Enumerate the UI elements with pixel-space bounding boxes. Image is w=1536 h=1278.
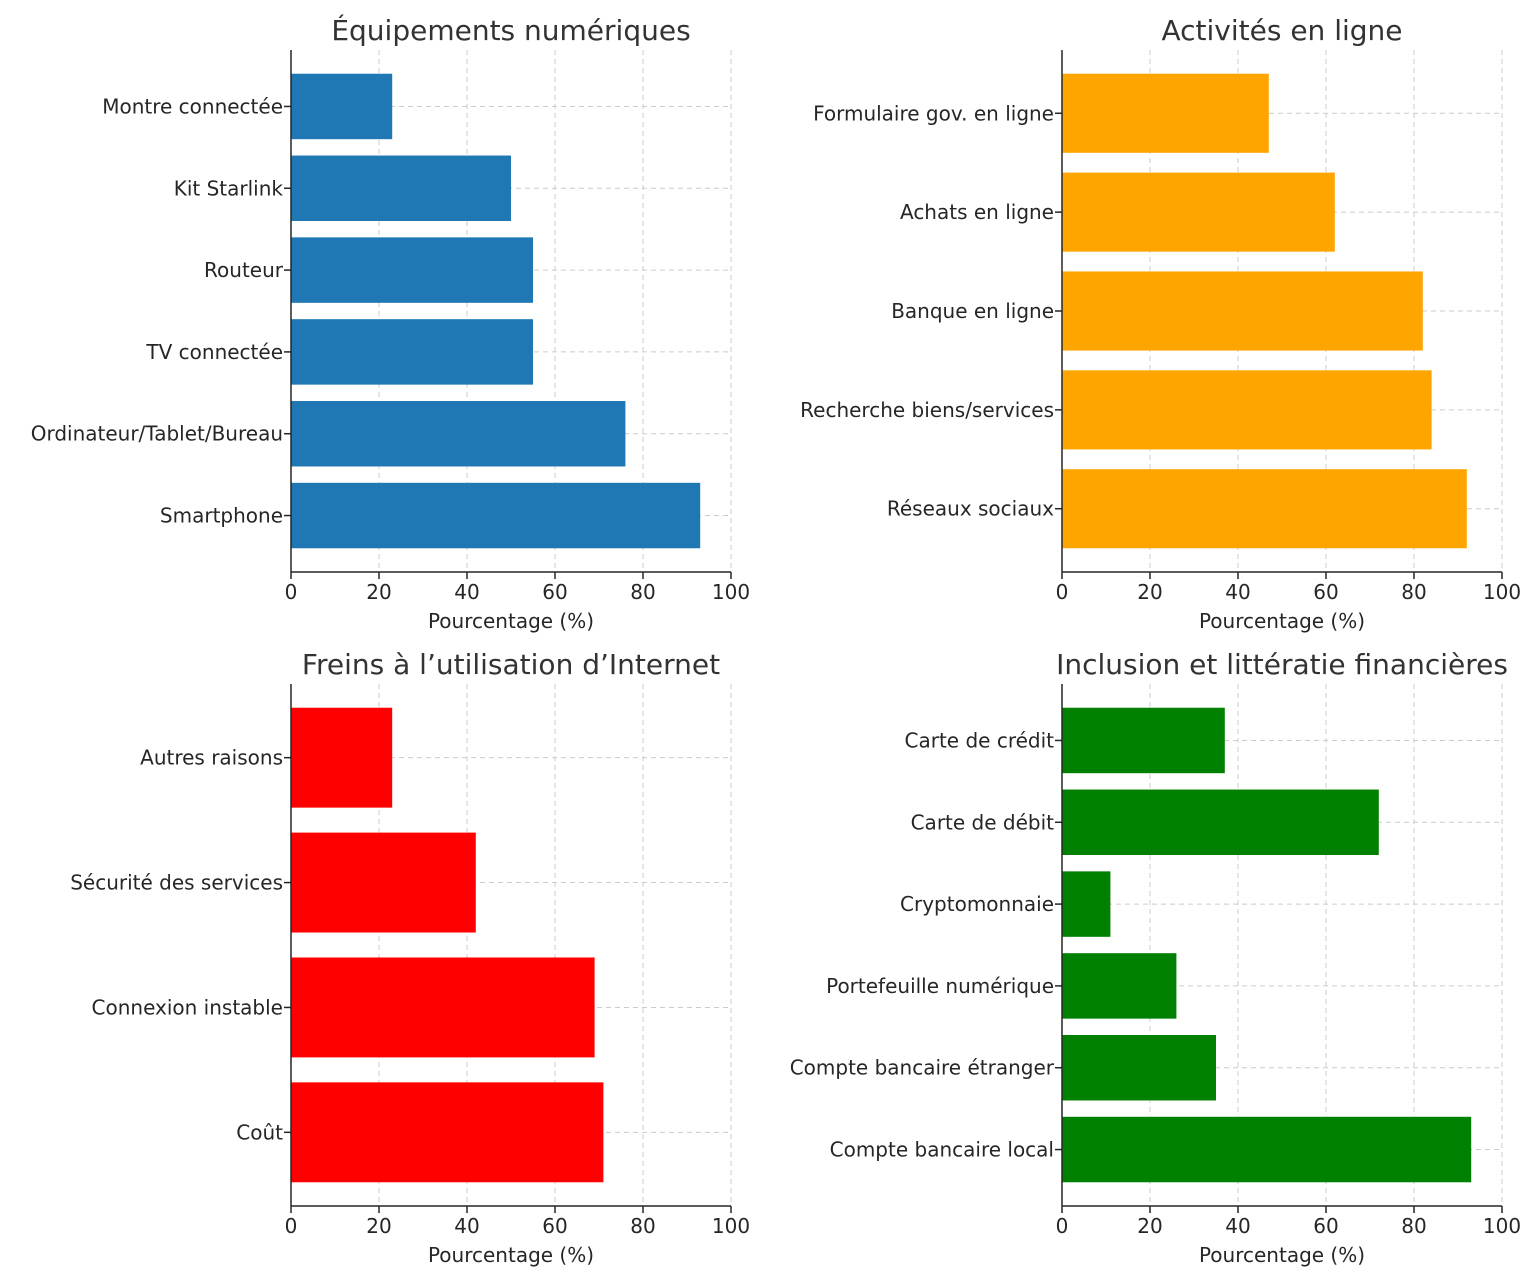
bar bbox=[1062, 953, 1177, 1019]
x-tick-label: 80 bbox=[630, 1214, 655, 1238]
bar bbox=[291, 155, 511, 221]
bar bbox=[291, 957, 595, 1058]
bar bbox=[291, 73, 393, 140]
x-axis-label: Pourcentage (%) bbox=[1199, 1243, 1365, 1267]
y-tick-label: Achats en ligne bbox=[900, 200, 1054, 224]
x-tick-label: 60 bbox=[542, 580, 567, 604]
chart-title: Freins à l’utilisation d’Internet bbox=[302, 648, 720, 681]
bar bbox=[1062, 871, 1111, 937]
x-tick-label: 0 bbox=[1056, 1214, 1069, 1238]
y-tick-label: Routeur bbox=[204, 258, 284, 282]
x-tick-label: 80 bbox=[1401, 1214, 1426, 1238]
y-tick-label: Banque en ligne bbox=[891, 299, 1054, 323]
y-tick-label: Smartphone bbox=[160, 504, 283, 528]
bar bbox=[1062, 1116, 1472, 1183]
y-tick-label: Connexion instable bbox=[92, 995, 283, 1019]
y-tick-label: Carte de débit bbox=[911, 810, 1055, 834]
y-tick-label: Réseaux sociaux bbox=[887, 497, 1054, 521]
x-tick-label: 100 bbox=[1483, 1214, 1521, 1238]
x-tick-label: 0 bbox=[285, 1214, 298, 1238]
y-tick-label: Montre connectée bbox=[102, 94, 283, 118]
x-tick-label: 100 bbox=[712, 1214, 750, 1238]
x-tick-label: 80 bbox=[1401, 580, 1426, 604]
bar bbox=[1062, 469, 1467, 549]
x-axis-label: Pourcentage (%) bbox=[1199, 609, 1365, 633]
bar bbox=[1062, 789, 1379, 855]
bar bbox=[1062, 172, 1335, 252]
bar bbox=[291, 482, 701, 549]
y-tick-label: Kit Starlink bbox=[174, 176, 284, 200]
y-tick-label: Autres raisons bbox=[140, 746, 283, 770]
x-tick-label: 100 bbox=[1483, 580, 1521, 604]
x-tick-label: 60 bbox=[1313, 580, 1338, 604]
y-tick-label: Recherche biens/services bbox=[800, 398, 1054, 422]
y-tick-label: Formulaire gov. en ligne bbox=[813, 101, 1054, 125]
bar bbox=[1062, 271, 1423, 351]
bar bbox=[1062, 73, 1269, 153]
x-tick-label: 60 bbox=[1313, 1214, 1338, 1238]
y-tick-label: Coût bbox=[236, 1120, 283, 1144]
x-axis-label: Pourcentage (%) bbox=[428, 609, 594, 633]
x-tick-label: 80 bbox=[630, 580, 655, 604]
x-axis-label: Pourcentage (%) bbox=[428, 1243, 594, 1267]
chart-title: Inclusion et littératie financières bbox=[1056, 648, 1508, 681]
chart-activites-en-ligne: Activités en ligne 0 20 40 60 80 100 Réseaux so… bbox=[800, 14, 1521, 633]
x-tick-label: 0 bbox=[1056, 580, 1069, 604]
chart-title: Activités en ligne bbox=[1161, 14, 1402, 47]
y-tick-label: Portefeuille numérique bbox=[826, 974, 1054, 998]
x-tick-label: 100 bbox=[712, 580, 750, 604]
bar bbox=[291, 401, 626, 467]
x-tick-label: 20 bbox=[366, 580, 391, 604]
y-tick-label: Ordinateur/Tablet/Bureau bbox=[31, 422, 283, 446]
x-tick-label: 60 bbox=[542, 1214, 567, 1238]
bar bbox=[291, 319, 533, 385]
x-tick-label: 20 bbox=[1137, 580, 1162, 604]
x-tick-label: 40 bbox=[454, 1214, 479, 1238]
y-tick-label: Cryptomonnaie bbox=[900, 892, 1054, 916]
bar bbox=[291, 237, 533, 303]
y-tick-label: TV connectée bbox=[145, 340, 283, 364]
bar bbox=[291, 1082, 604, 1183]
x-tick-label: 40 bbox=[1225, 580, 1250, 604]
x-tick-label: 20 bbox=[366, 1214, 391, 1238]
bar bbox=[1062, 370, 1432, 450]
bar bbox=[291, 707, 393, 808]
y-tick-label: Sécurité des services bbox=[70, 871, 283, 895]
chart-equipements-numeriques: Équipements numériques 0 20 40 60 80 100 Smartp… bbox=[31, 13, 750, 633]
y-tick-label: Carte de crédit bbox=[905, 728, 1055, 752]
chart-freins-internet: Freins à l’utilisation d’Internet 0 20 40 60… bbox=[70, 648, 750, 1267]
bar bbox=[1062, 707, 1225, 774]
x-tick-label: 40 bbox=[454, 580, 479, 604]
x-tick-label: 20 bbox=[1137, 1214, 1162, 1238]
x-tick-label: 0 bbox=[285, 580, 298, 604]
bar bbox=[1062, 1035, 1216, 1101]
y-tick-label: Compte bancaire local bbox=[830, 1138, 1054, 1162]
x-tick-label: 40 bbox=[1225, 1214, 1250, 1238]
y-tick-label: Compte bancaire étranger bbox=[790, 1056, 1055, 1080]
chart-inclusion-financiere: Inclusion et littératie financières 0 20 40… bbox=[790, 648, 1521, 1267]
chart-title: Équipements numériques bbox=[331, 13, 690, 47]
bar bbox=[291, 832, 476, 933]
